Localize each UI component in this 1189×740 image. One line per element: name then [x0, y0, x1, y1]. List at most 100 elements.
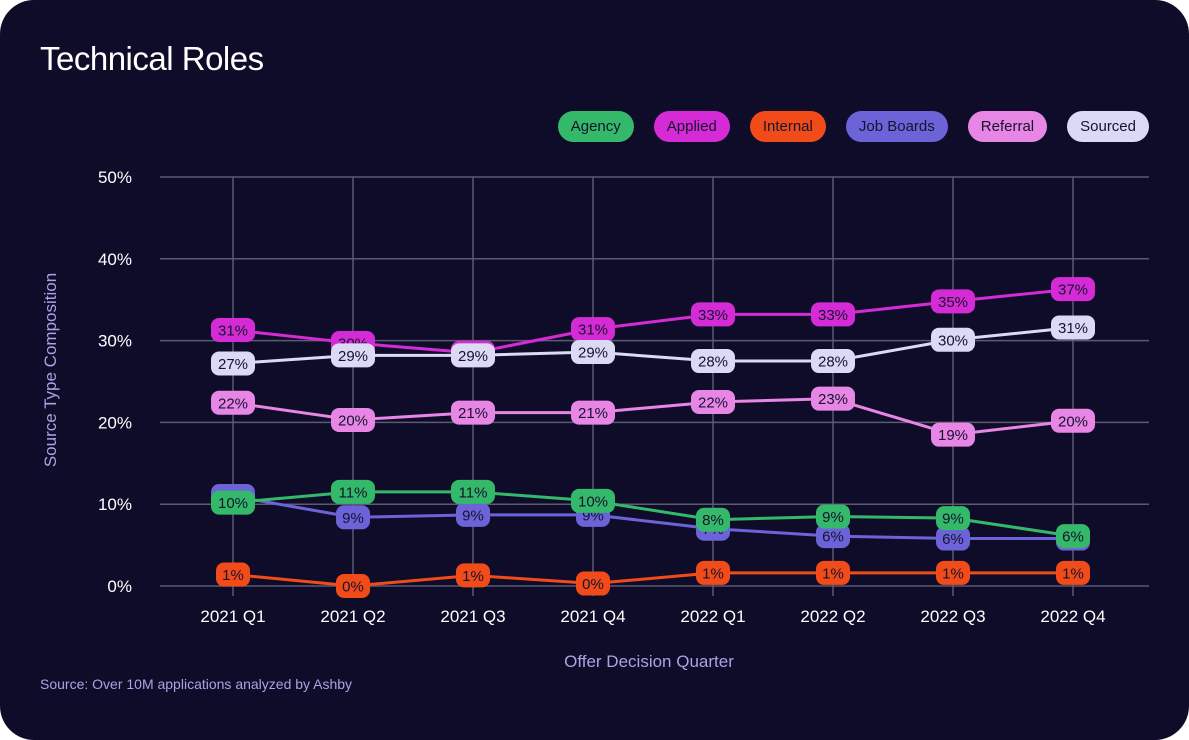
- data-label-bg: [696, 507, 730, 532]
- data-label: 28%: [698, 354, 728, 371]
- data-point-agency[interactable]: 10%: [571, 488, 615, 513]
- data-point-internal[interactable]: 1%: [696, 560, 730, 585]
- data-label: 19%: [938, 427, 968, 444]
- data-label-bg: [571, 400, 615, 425]
- data-point-referral[interactable]: 22%: [211, 390, 255, 415]
- data-label: 1%: [462, 568, 484, 585]
- data-label-bg: [1056, 560, 1090, 585]
- data-label: 29%: [338, 348, 368, 365]
- legend-item-sourced[interactable]: Sourced: [1067, 111, 1149, 142]
- data-point-sourced[interactable]: 29%: [571, 340, 615, 365]
- x-tick-label: 2021 Q4: [560, 607, 625, 626]
- data-label: 9%: [942, 511, 964, 528]
- data-point-internal[interactable]: 1%: [816, 560, 850, 585]
- data-point-referral[interactable]: 23%: [811, 386, 855, 411]
- x-tick-label: 2022 Q3: [920, 607, 985, 626]
- data-label-bg: [696, 560, 730, 585]
- data-label-bg: [811, 349, 855, 374]
- y-tick-label: 20%: [98, 413, 132, 432]
- data-point-sourced[interactable]: 27%: [211, 351, 255, 376]
- data-label: 22%: [698, 394, 728, 411]
- data-point-agency[interactable]: 11%: [451, 479, 495, 504]
- data-label: 1%: [222, 567, 244, 584]
- data-point-sourced[interactable]: 29%: [331, 343, 375, 368]
- legend-item-referral[interactable]: Referral: [967, 111, 1048, 142]
- data-point-referral[interactable]: 20%: [331, 407, 375, 432]
- data-label-bg: [931, 327, 975, 352]
- x-tick-label: 2022 Q2: [800, 607, 865, 626]
- y-tick-label: 30%: [98, 332, 132, 351]
- data-point-internal[interactable]: 1%: [936, 560, 970, 585]
- data-label: 22%: [218, 395, 248, 412]
- series-line-internal: [232, 571, 1073, 588]
- data-point-referral[interactable]: 20%: [1051, 408, 1095, 433]
- data-point-applied[interactable]: 33%: [811, 302, 855, 327]
- data-label-bg: [936, 560, 970, 585]
- data-label: 8%: [702, 512, 724, 529]
- data-point-sourced[interactable]: 28%: [811, 349, 855, 374]
- data-point-agency[interactable]: 9%: [816, 504, 850, 529]
- source-note: Source: Over 10M applications analyzed b…: [40, 676, 353, 692]
- data-point-agency[interactable]: 10%: [211, 490, 255, 515]
- data-point-applied[interactable]: 37%: [1051, 277, 1095, 302]
- data-label: 31%: [218, 322, 248, 339]
- data-label: 6%: [822, 529, 844, 546]
- data-label: 9%: [462, 507, 484, 524]
- data-label: 33%: [698, 307, 728, 324]
- data-point-internal[interactable]: 0%: [576, 571, 610, 596]
- data-label: 27%: [218, 356, 248, 373]
- data-label: 21%: [458, 405, 488, 422]
- data-point-agency[interactable]: 9%: [936, 506, 970, 531]
- data-point-agency[interactable]: 8%: [696, 507, 730, 532]
- data-label: 10%: [218, 495, 248, 512]
- data-point-applied[interactable]: 35%: [931, 289, 975, 314]
- data-point-sourced[interactable]: 30%: [931, 327, 975, 352]
- data-label: 1%: [942, 565, 964, 582]
- legend-item-agency[interactable]: Agency: [557, 111, 634, 142]
- data-label-bg: [451, 400, 495, 425]
- data-point-agency[interactable]: 6%: [1056, 524, 1090, 549]
- data-label: 29%: [578, 345, 608, 362]
- legend: Agency Applied Internal Job Boards Refer…: [557, 111, 1149, 142]
- data-point-applied[interactable]: 31%: [211, 317, 255, 342]
- data-point-sourced[interactable]: 29%: [451, 343, 495, 368]
- y-axis-label: Source Type Composition: [41, 273, 60, 467]
- series-group: 1%0%1%0%1%1%1%1%11%9%9%9%7%6%6%6%10%11%1…: [211, 277, 1095, 598]
- data-label-bg: [571, 488, 615, 513]
- x-axis-ticks: 2021 Q1 2021 Q2 2021 Q3 2021 Q4 2022 Q1 2022 …: [200, 607, 1105, 626]
- data-point-job-boards[interactable]: 6%: [816, 524, 850, 549]
- data-point-sourced[interactable]: 28%: [691, 349, 735, 374]
- data-label: 35%: [938, 294, 968, 311]
- data-label: 20%: [338, 412, 368, 429]
- data-point-internal[interactable]: 1%: [1056, 560, 1090, 585]
- data-point-internal[interactable]: 1%: [216, 562, 250, 587]
- x-tick-label: 2022 Q4: [1040, 607, 1105, 626]
- data-label: 6%: [1062, 529, 1084, 546]
- data-label: 30%: [938, 332, 968, 349]
- data-point-referral[interactable]: 21%: [571, 400, 615, 425]
- data-point-job-boards[interactable]: 6%: [936, 526, 970, 551]
- data-label-bg: [691, 349, 735, 374]
- data-label: 1%: [1062, 565, 1084, 582]
- x-tick-label: 2021 Q1: [200, 607, 265, 626]
- data-point-agency[interactable]: 11%: [331, 479, 375, 504]
- data-point-job-boards[interactable]: 9%: [336, 505, 370, 530]
- data-point-applied[interactable]: 33%: [691, 302, 735, 327]
- chart-title: Technical Roles: [40, 40, 264, 77]
- data-label-bg: [211, 390, 255, 415]
- data-point-internal[interactable]: 0%: [336, 574, 370, 598]
- data-point-applied[interactable]: 31%: [571, 317, 615, 342]
- data-point-job-boards[interactable]: 9%: [456, 502, 490, 527]
- data-point-sourced[interactable]: 31%: [1051, 315, 1095, 340]
- data-label-bg: [816, 560, 850, 585]
- legend-item-job-boards[interactable]: Job Boards: [845, 111, 948, 142]
- data-point-referral[interactable]: 19%: [931, 422, 975, 447]
- data-point-referral[interactable]: 22%: [691, 389, 735, 414]
- data-point-referral[interactable]: 21%: [451, 400, 495, 425]
- y-axis-ticks: 0% 10% 20% 30% 40% 50%: [98, 168, 132, 596]
- legend-item-internal[interactable]: Internal: [749, 111, 826, 142]
- data-point-internal[interactable]: 1%: [456, 563, 490, 588]
- data-label: 11%: [459, 484, 488, 501]
- legend-item-applied[interactable]: Applied: [653, 111, 730, 142]
